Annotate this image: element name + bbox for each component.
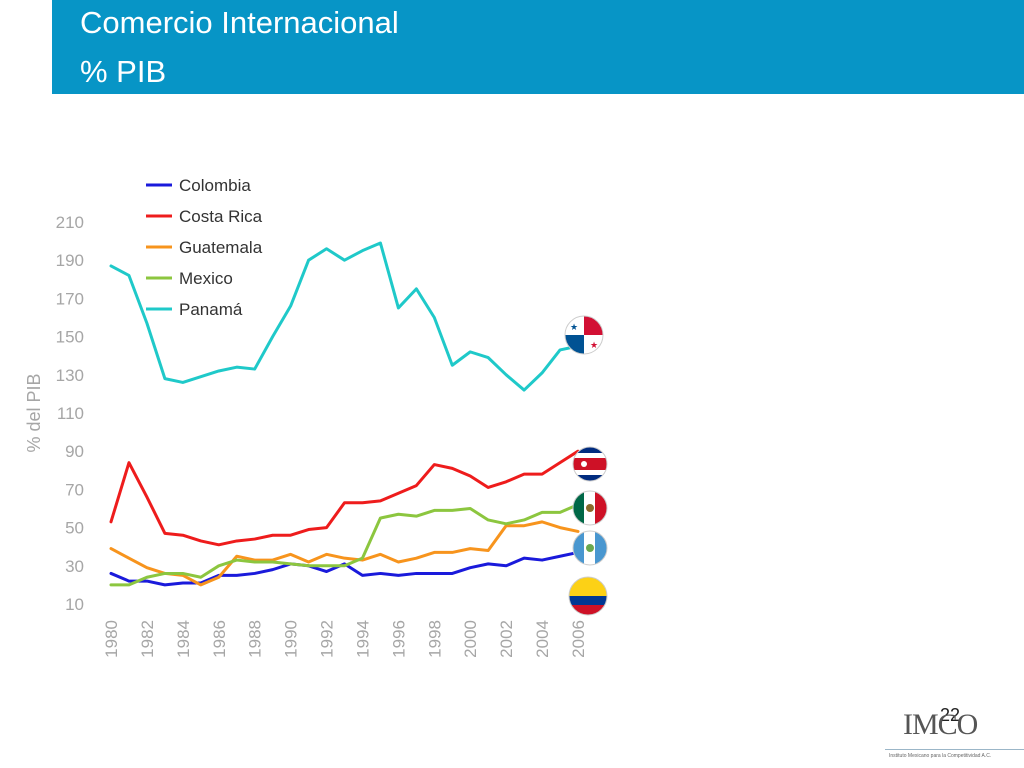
x-tick-label: 1980: [102, 620, 121, 658]
y-tick-label: 130: [56, 366, 84, 385]
x-tick-label: 1982: [138, 620, 157, 658]
y-axis: 10 30 50 70 90 110 130 150 170 190 210 % del PIB: [24, 213, 84, 614]
x-axis: 1980 1982 1984 1986 1988 1990 1992 1994 1996 1998…: [102, 620, 588, 658]
x-tick-label: 1988: [246, 620, 265, 658]
x-tick-label: 1998: [425, 620, 444, 658]
series-line-colombia: [109, 550, 580, 587]
x-tick-label: 1992: [318, 620, 337, 658]
slide-title: Comercio Internacional: [80, 5, 399, 40]
series-lines: [109, 241, 580, 587]
panama-flag-icon: ★ ★: [564, 315, 604, 355]
mexico-flag-icon: [572, 490, 608, 526]
y-tick-label: 110: [57, 404, 84, 423]
x-tick-label: 2002: [497, 620, 516, 658]
x-tick-label: 2004: [533, 620, 552, 658]
colombia-flag-icon: [568, 576, 608, 616]
y-tick-label: 170: [56, 289, 84, 308]
y-tick-label: 70: [65, 480, 84, 499]
series-line-panam-: [109, 241, 580, 392]
x-tick-label: 1990: [282, 620, 301, 658]
logo-divider: [885, 749, 1024, 750]
header-bar: Comercio Internacional % PIB: [52, 0, 1024, 94]
logo-subtitle: Instituto Mexicano para la Competitivida…: [889, 753, 992, 759]
slide-subtitle: % PIB: [80, 54, 167, 89]
guatemala-flag-icon: [572, 530, 608, 566]
chart-legend: Colombia Costa Rica Guatemala Mexico Panamá: [146, 176, 263, 319]
page-number: 22: [940, 705, 961, 725]
x-tick-label: 2000: [461, 620, 480, 658]
logo-text: IMCO: [903, 708, 978, 741]
legend-label: Guatemala: [179, 238, 263, 257]
costa-rica-flag-icon: [572, 446, 608, 482]
y-axis-label: % del PIB: [24, 373, 44, 452]
y-tick-label: 50: [65, 519, 84, 538]
legend-label: Mexico: [179, 269, 233, 288]
y-tick-label: 10: [65, 595, 84, 614]
y-tick-label: 90: [65, 442, 84, 461]
x-tick-label: 1994: [353, 620, 372, 658]
y-tick-label: 210: [56, 213, 84, 232]
series-line-mexico: [109, 503, 580, 587]
y-tick-label: 190: [56, 251, 84, 270]
x-tick-label: 2006: [569, 620, 588, 658]
svg-text:★: ★: [590, 340, 598, 350]
x-tick-label: 1996: [389, 620, 408, 658]
legend-label: Costa Rica: [179, 207, 263, 226]
svg-text:★: ★: [570, 322, 578, 332]
series-line-costa-rica: [109, 449, 580, 547]
legend-label: Panamá: [179, 300, 243, 319]
y-tick-label: 30: [65, 557, 84, 576]
y-tick-label: 150: [56, 328, 84, 347]
imco-logo: IMCO Instituto Mexicano para la Competit…: [885, 705, 1024, 768]
x-tick-label: 1984: [174, 620, 193, 658]
x-tick-label: 1986: [210, 620, 229, 658]
legend-label: Colombia: [179, 176, 251, 195]
series-line-guatemala: [109, 520, 580, 587]
